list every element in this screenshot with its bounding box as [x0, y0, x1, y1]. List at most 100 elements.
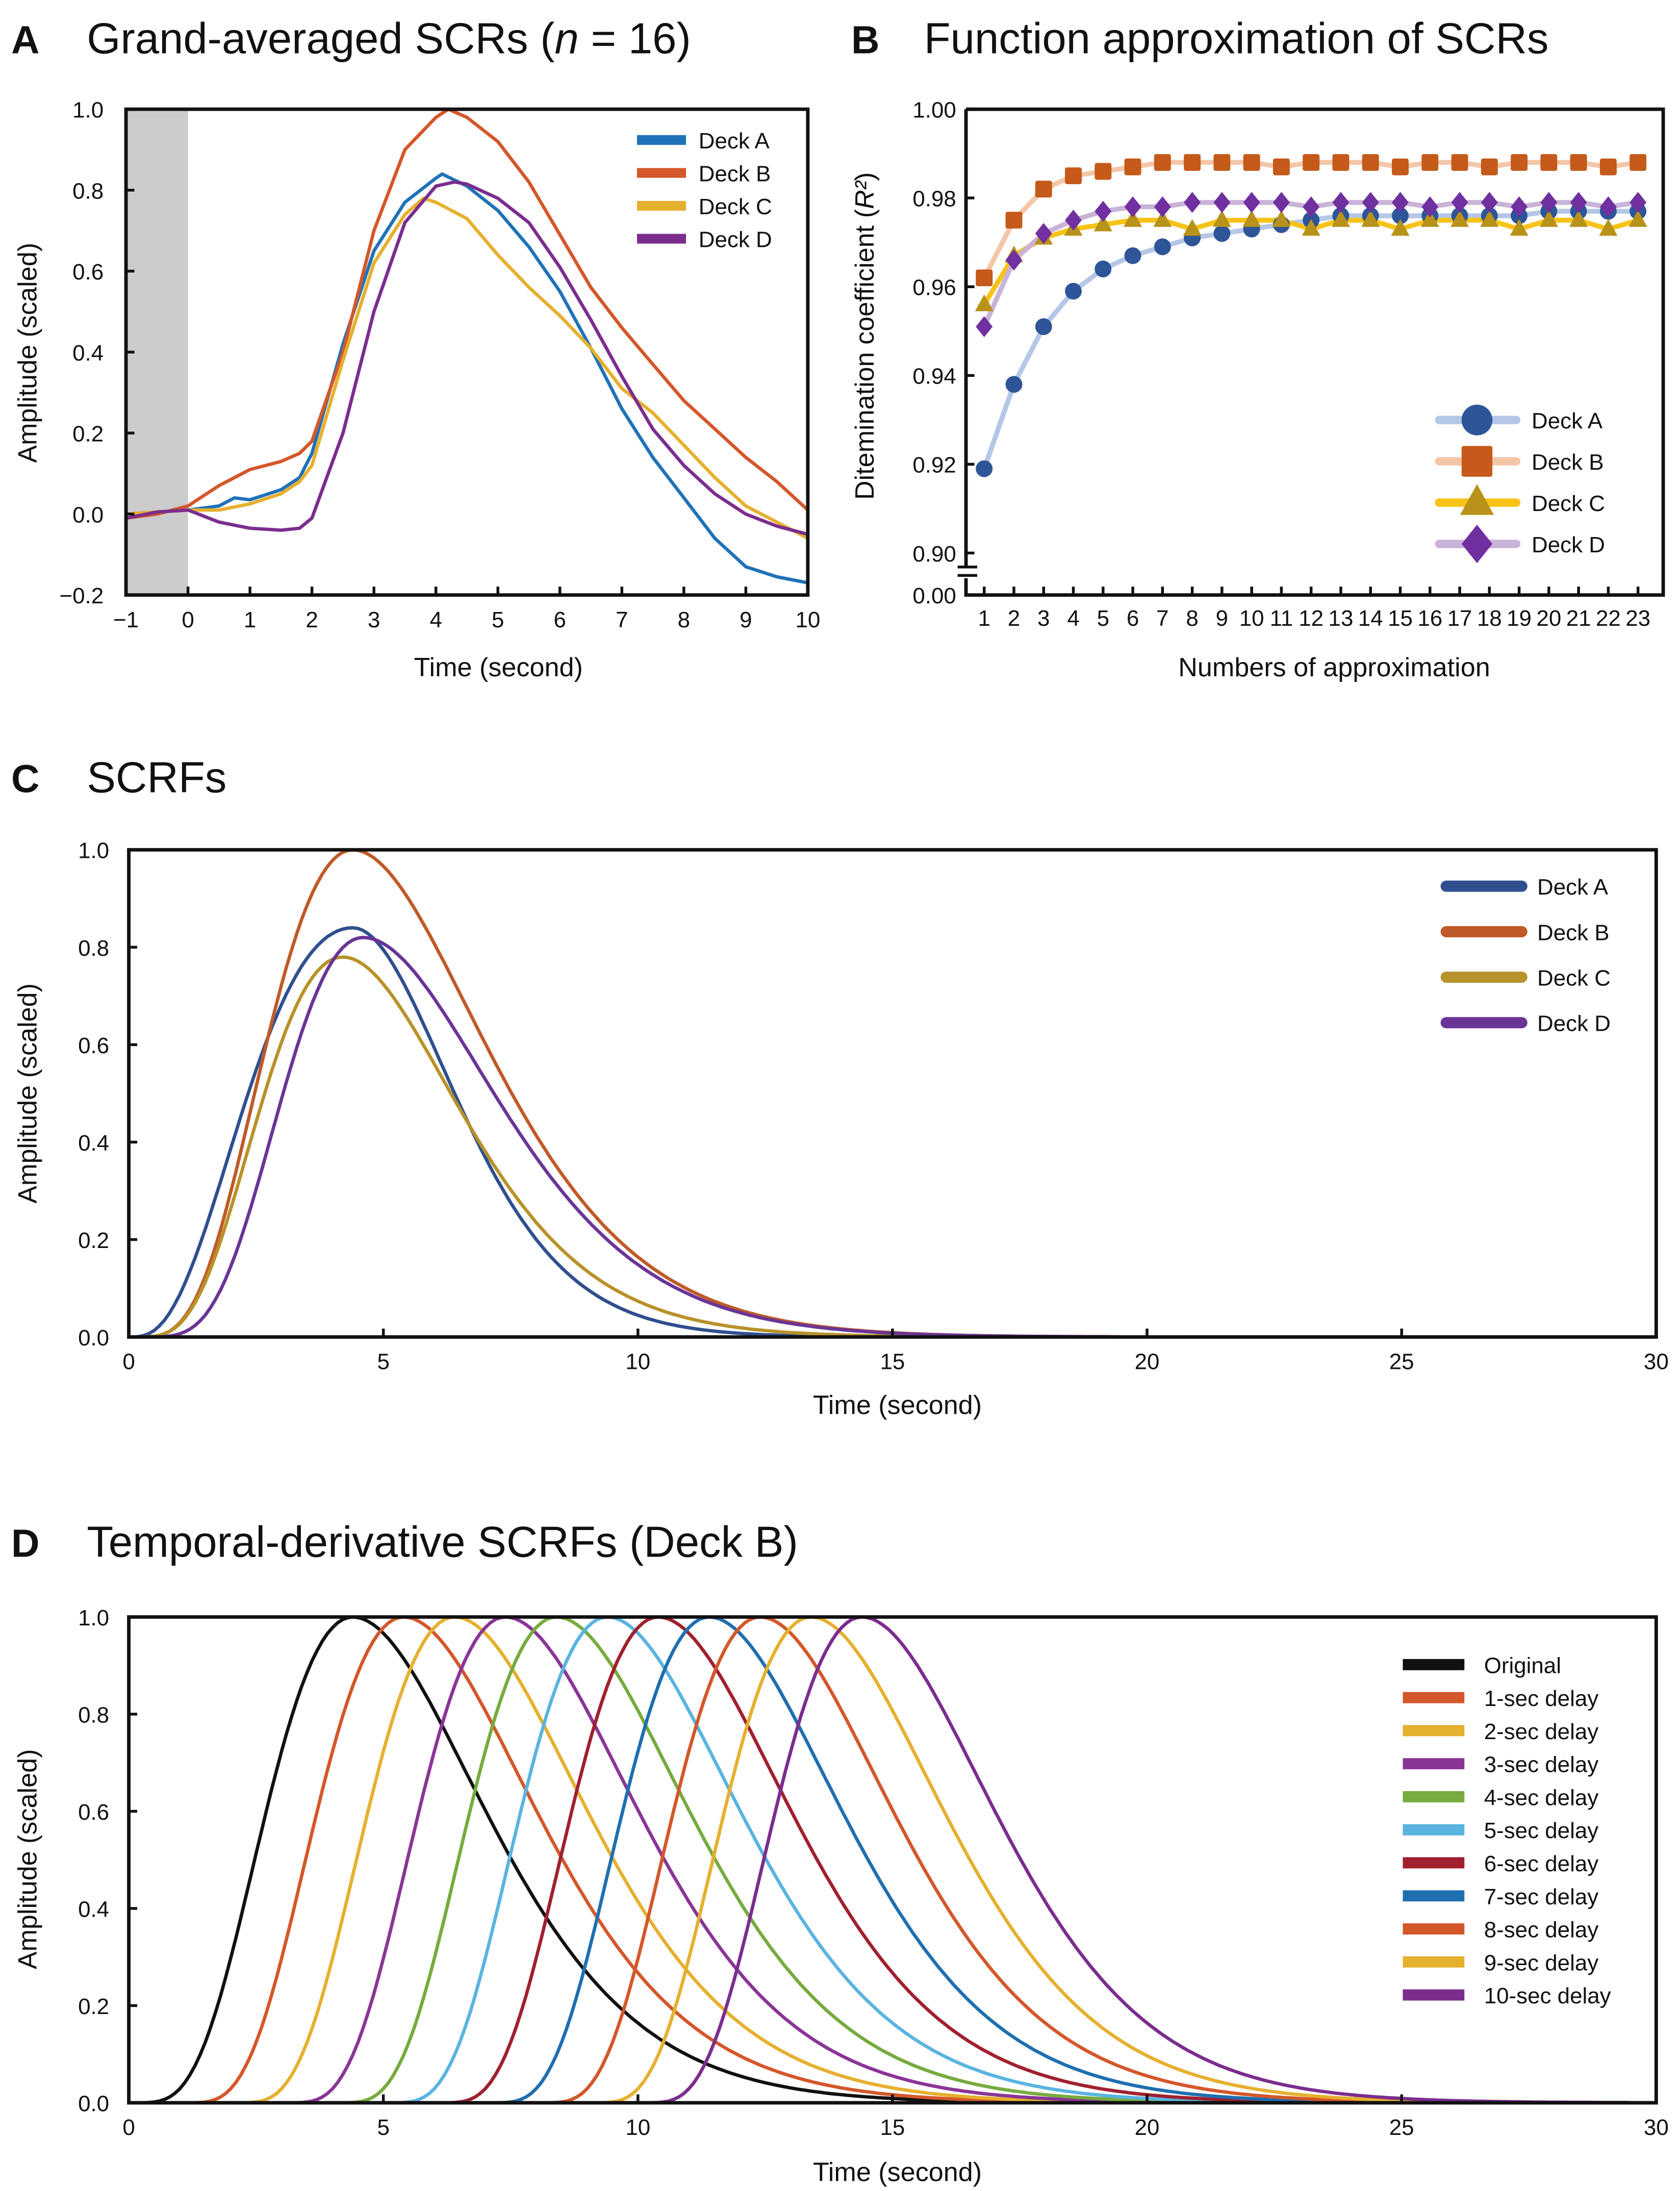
panel-c-xlabel: Time (second) — [813, 1390, 982, 1420]
data-point — [1035, 318, 1052, 335]
x-tick-label: 3 — [1037, 606, 1050, 631]
data-point — [1154, 196, 1171, 218]
y-tick-label: −0.2 — [59, 583, 104, 608]
data-point — [1362, 154, 1379, 171]
data-point — [1124, 247, 1141, 264]
x-tick-label: 1 — [978, 606, 990, 631]
baseline-shade — [126, 109, 188, 595]
panel-a-title: Grand-averaged SCRs (n = 16) — [87, 14, 691, 63]
y-tick-label: 0.0 — [72, 502, 104, 527]
data-point — [976, 460, 993, 477]
legend-marker — [1461, 524, 1493, 564]
data-point — [1303, 154, 1320, 171]
data-point — [1243, 192, 1260, 213]
x-tick-label: 11 — [1270, 606, 1293, 631]
panel-b-ylabel: Ditemination coefficient (R²) — [850, 172, 880, 500]
data-point — [1005, 376, 1023, 393]
panel-c-ylabel: Amplitude (scaled) — [13, 983, 42, 1204]
data-point — [1005, 212, 1023, 229]
legend-label: 2-sec delay — [1484, 1719, 1599, 1744]
series-line-deck-d — [129, 935, 1651, 1339]
x-tick-label: 13 — [1329, 606, 1354, 631]
panel-c-title: SCRFs — [87, 754, 226, 802]
data-point — [1421, 154, 1439, 171]
data-point — [1481, 158, 1498, 175]
panel-letter-b: B — [851, 18, 880, 62]
x-tick-label: 5 — [492, 607, 504, 632]
data-point — [1272, 158, 1290, 175]
legend-label: Deck D — [1532, 532, 1605, 557]
data-point — [1212, 210, 1232, 227]
x-tick-label: 22 — [1596, 606, 1621, 631]
y-tick-label: 0.2 — [78, 1994, 109, 2019]
x-tick-label: 30 — [1644, 2115, 1669, 2140]
data-point — [1332, 154, 1350, 171]
x-tick-label: 12 — [1299, 606, 1323, 631]
legend-label: Original — [1484, 1653, 1561, 1678]
x-tick-label: 10 — [1239, 606, 1264, 631]
data-point — [1630, 192, 1647, 213]
data-point — [976, 269, 993, 287]
y-tick-label: 0.98 — [912, 187, 956, 212]
data-point — [1065, 210, 1082, 231]
x-tick-label: 5 — [377, 1349, 389, 1374]
x-tick-label: 15 — [1388, 606, 1413, 631]
x-tick-label: 15 — [880, 2115, 905, 2140]
legend-label: 10-sec delay — [1484, 1983, 1611, 2008]
x-tick-label: 16 — [1417, 606, 1442, 631]
plot-frame — [964, 107, 1665, 597]
x-tick-label: 7 — [616, 607, 628, 632]
x-tick-label: 20 — [1536, 606, 1561, 631]
data-point — [1005, 249, 1023, 271]
x-tick-label: 23 — [1625, 606, 1650, 631]
legend-label: Deck D — [699, 227, 772, 252]
data-point — [1599, 219, 1618, 236]
data-point — [1540, 154, 1558, 171]
data-point — [1361, 210, 1380, 227]
x-tick-label: 19 — [1507, 606, 1532, 631]
data-point — [1272, 210, 1291, 227]
data-point — [1124, 158, 1141, 175]
data-point — [1183, 219, 1202, 236]
data-point — [1599, 196, 1617, 218]
data-point — [1184, 154, 1201, 171]
data-point — [1123, 210, 1142, 227]
series-line-deck-a — [129, 926, 1651, 1339]
x-tick-label: 14 — [1358, 606, 1383, 631]
legend-label: 3-sec delay — [1484, 1752, 1599, 1777]
data-point — [1332, 192, 1350, 213]
data-point — [1035, 181, 1052, 198]
panel-a-plot: Deck A Deck B Deck C Deck D −1 0 1 2 3 4 5 6 7 8 9 10 −0… — [59, 98, 820, 632]
x-tick-label: 17 — [1447, 606, 1472, 631]
legend-marker — [1461, 404, 1493, 436]
x-tick-label: 6 — [1127, 606, 1139, 631]
x-tick-label: 7 — [1156, 606, 1168, 631]
y-tick-label: 0.00 — [912, 583, 956, 608]
data-point — [1421, 196, 1439, 218]
x-tick-label: 10 — [795, 607, 820, 632]
x-tick-label: 0 — [182, 607, 194, 632]
data-point — [1599, 158, 1617, 175]
y-tick-label: 0.0 — [78, 2091, 109, 2116]
legend-label: 4-sec delay — [1484, 1785, 1599, 1810]
panel-b-title: Function approximation of SCRs — [924, 14, 1549, 63]
data-point — [1331, 210, 1351, 227]
data-point — [1094, 163, 1112, 180]
data-point — [1481, 192, 1498, 213]
x-tick-label: 25 — [1389, 2115, 1414, 2140]
x-tick-label: 1 — [244, 607, 256, 632]
series-line-deck-d — [125, 180, 808, 536]
y-tick-label: 0.4 — [78, 1131, 109, 1156]
data-point — [1511, 154, 1528, 171]
data-point — [1272, 192, 1290, 213]
data-point — [1628, 210, 1647, 227]
data-point — [1065, 283, 1082, 300]
data-point — [1392, 192, 1409, 213]
data-point — [1213, 192, 1231, 213]
legend-label: 7-sec delay — [1484, 1884, 1599, 1909]
panel-d-xlabel: Time (second) — [813, 2158, 982, 2187]
legend-label: Deck A — [1537, 875, 1609, 900]
series-line-deck-c — [129, 955, 1651, 1339]
